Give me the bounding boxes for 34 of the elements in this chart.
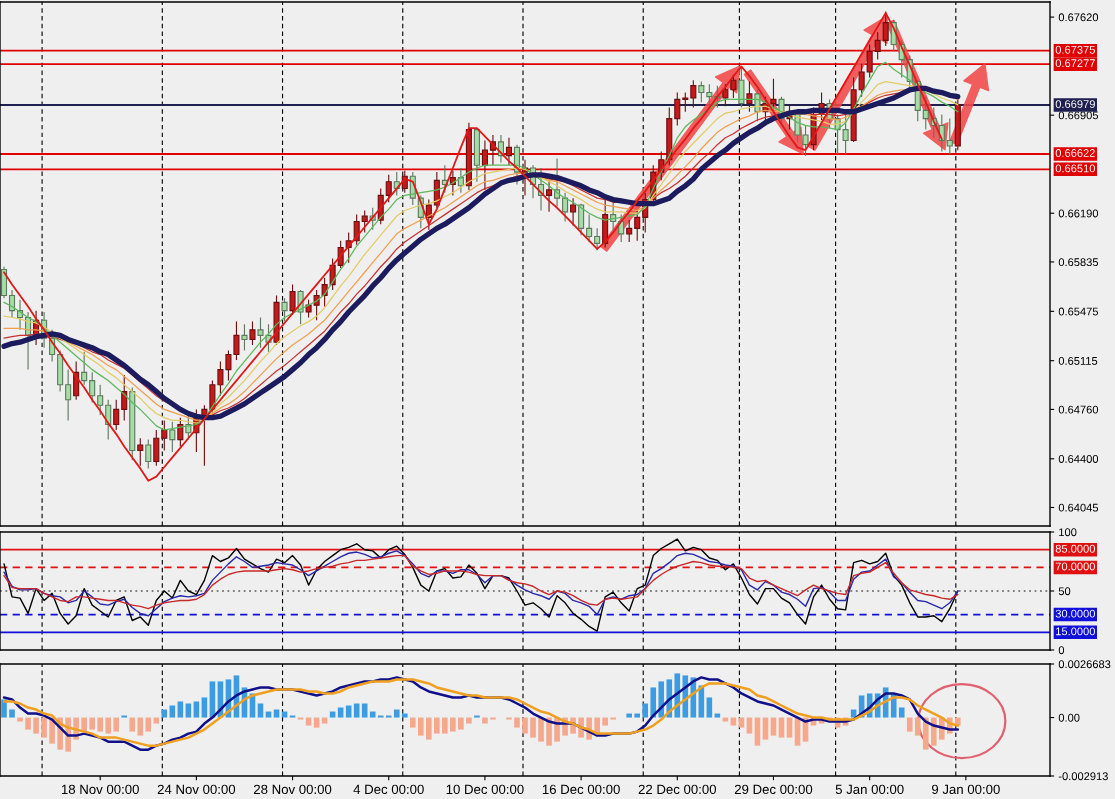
x-tick-label: 29 Dec 00:00 [734, 784, 813, 795]
y-tick-label: 0.65115 [1058, 356, 1098, 365]
y-tick-label: 0.0026683 [1058, 660, 1111, 669]
y-tick-label: 50 [1058, 587, 1071, 596]
y-tick-label: 0.66190 [1058, 209, 1099, 218]
ref-line-label: 85.0000 [1055, 544, 1095, 553]
ref-line-label: 0.67277 [1055, 59, 1095, 68]
x-tick-label: 10 Dec 00:00 [446, 784, 524, 795]
y-tick-label: 0.64045 [1058, 503, 1099, 512]
x-tick-label: 18 Nov 00:00 [61, 784, 139, 795]
y-tick-label: 0.64760 [1058, 405, 1099, 414]
ref-line-label: 70.0000 [1055, 562, 1095, 571]
ref-line-label: 15.0000 [1056, 627, 1095, 636]
y-tick-label: 0.67620 [1058, 13, 1099, 22]
y-tick-label: 0.65835 [1058, 258, 1099, 267]
y-tick-label: -0.002913 [1058, 772, 1108, 781]
y-tick-label: 0.00 [1058, 713, 1080, 722]
y-tick-label: 0 [1058, 646, 1065, 655]
y-tick-label: 0.64400 [1058, 455, 1099, 463]
y-tick-label: 0.65475 [1058, 307, 1099, 316]
x-tick-label: 24 Nov 00:00 [157, 784, 236, 795]
x-tick-label: 22 Dec 00:00 [638, 784, 717, 795]
ref-line-label: 0.66510 [1055, 164, 1095, 173]
ref-line-label: 30.0000 [1055, 609, 1095, 618]
y-tick-label: 100 [1059, 528, 1077, 537]
x-tick-label: 9 Jan 00:00 [931, 784, 1000, 795]
x-tick-label: 4 Dec 00:00 [353, 784, 424, 795]
y-tick-label: 0.66905 [1058, 111, 1099, 120]
x-tick-label: 5 Jan 00:00 [835, 784, 904, 795]
x-tick-label: 28 Nov 00:00 [253, 784, 332, 795]
ref-line-label: 0.66622 [1055, 149, 1095, 157]
x-tick-label: 16 Dec 00:00 [542, 784, 620, 795]
ref-line-label: 0.67375 [1055, 45, 1095, 54]
ref-line-label: 0.66979 [1055, 100, 1095, 108]
